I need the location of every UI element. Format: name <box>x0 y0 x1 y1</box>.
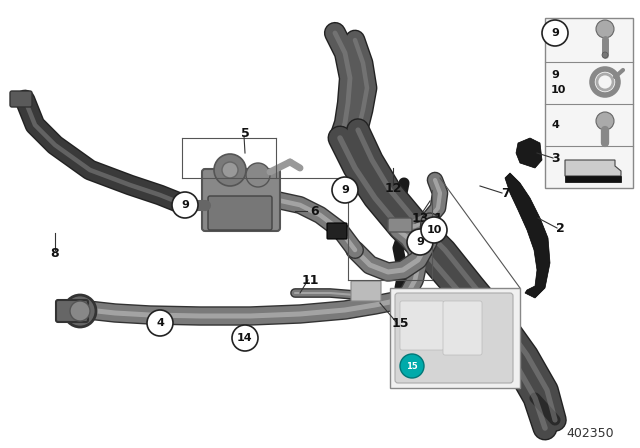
Circle shape <box>602 52 608 58</box>
Circle shape <box>222 162 238 178</box>
Circle shape <box>176 199 188 211</box>
Text: 9: 9 <box>551 28 559 38</box>
Circle shape <box>332 177 358 203</box>
Text: 4: 4 <box>551 120 559 130</box>
Circle shape <box>172 192 198 218</box>
Text: 9: 9 <box>181 200 189 210</box>
FancyBboxPatch shape <box>388 218 412 232</box>
Circle shape <box>542 20 568 46</box>
Text: 14: 14 <box>551 28 566 38</box>
Text: 9: 9 <box>341 185 349 195</box>
Text: 1: 1 <box>434 211 442 224</box>
Circle shape <box>421 217 447 243</box>
Text: 6: 6 <box>310 204 319 217</box>
FancyBboxPatch shape <box>545 18 633 188</box>
Text: 11: 11 <box>301 273 319 287</box>
Text: 9: 9 <box>551 70 559 80</box>
FancyBboxPatch shape <box>10 91 32 107</box>
Text: 14: 14 <box>237 333 253 343</box>
Text: 10: 10 <box>426 225 442 235</box>
FancyBboxPatch shape <box>351 281 381 301</box>
Circle shape <box>596 112 614 130</box>
Text: 5: 5 <box>241 126 250 139</box>
Text: 8: 8 <box>51 246 60 259</box>
Text: 2: 2 <box>556 221 564 234</box>
Text: 4: 4 <box>156 318 164 328</box>
FancyBboxPatch shape <box>202 169 280 231</box>
Text: 7: 7 <box>500 186 509 199</box>
Circle shape <box>596 20 614 38</box>
Text: 13: 13 <box>412 211 429 224</box>
Circle shape <box>214 154 246 186</box>
Circle shape <box>407 229 433 255</box>
FancyBboxPatch shape <box>395 293 513 383</box>
Text: 3: 3 <box>552 151 560 164</box>
Polygon shape <box>565 176 621 182</box>
Circle shape <box>246 163 270 187</box>
Text: 9: 9 <box>416 237 424 247</box>
Circle shape <box>232 325 258 351</box>
Polygon shape <box>516 138 542 168</box>
Text: 15: 15 <box>391 316 409 329</box>
FancyBboxPatch shape <box>208 196 272 230</box>
Polygon shape <box>565 160 621 176</box>
FancyBboxPatch shape <box>400 301 444 350</box>
Polygon shape <box>505 173 550 298</box>
Text: 12: 12 <box>384 181 402 194</box>
Circle shape <box>400 354 424 378</box>
Text: 15: 15 <box>406 362 418 370</box>
FancyBboxPatch shape <box>443 301 482 355</box>
Circle shape <box>147 310 173 336</box>
FancyBboxPatch shape <box>327 223 347 239</box>
Text: 402350: 402350 <box>566 426 614 439</box>
Circle shape <box>70 301 90 321</box>
FancyBboxPatch shape <box>56 300 88 322</box>
Circle shape <box>64 295 96 327</box>
Text: 10: 10 <box>551 85 566 95</box>
FancyBboxPatch shape <box>390 288 520 388</box>
